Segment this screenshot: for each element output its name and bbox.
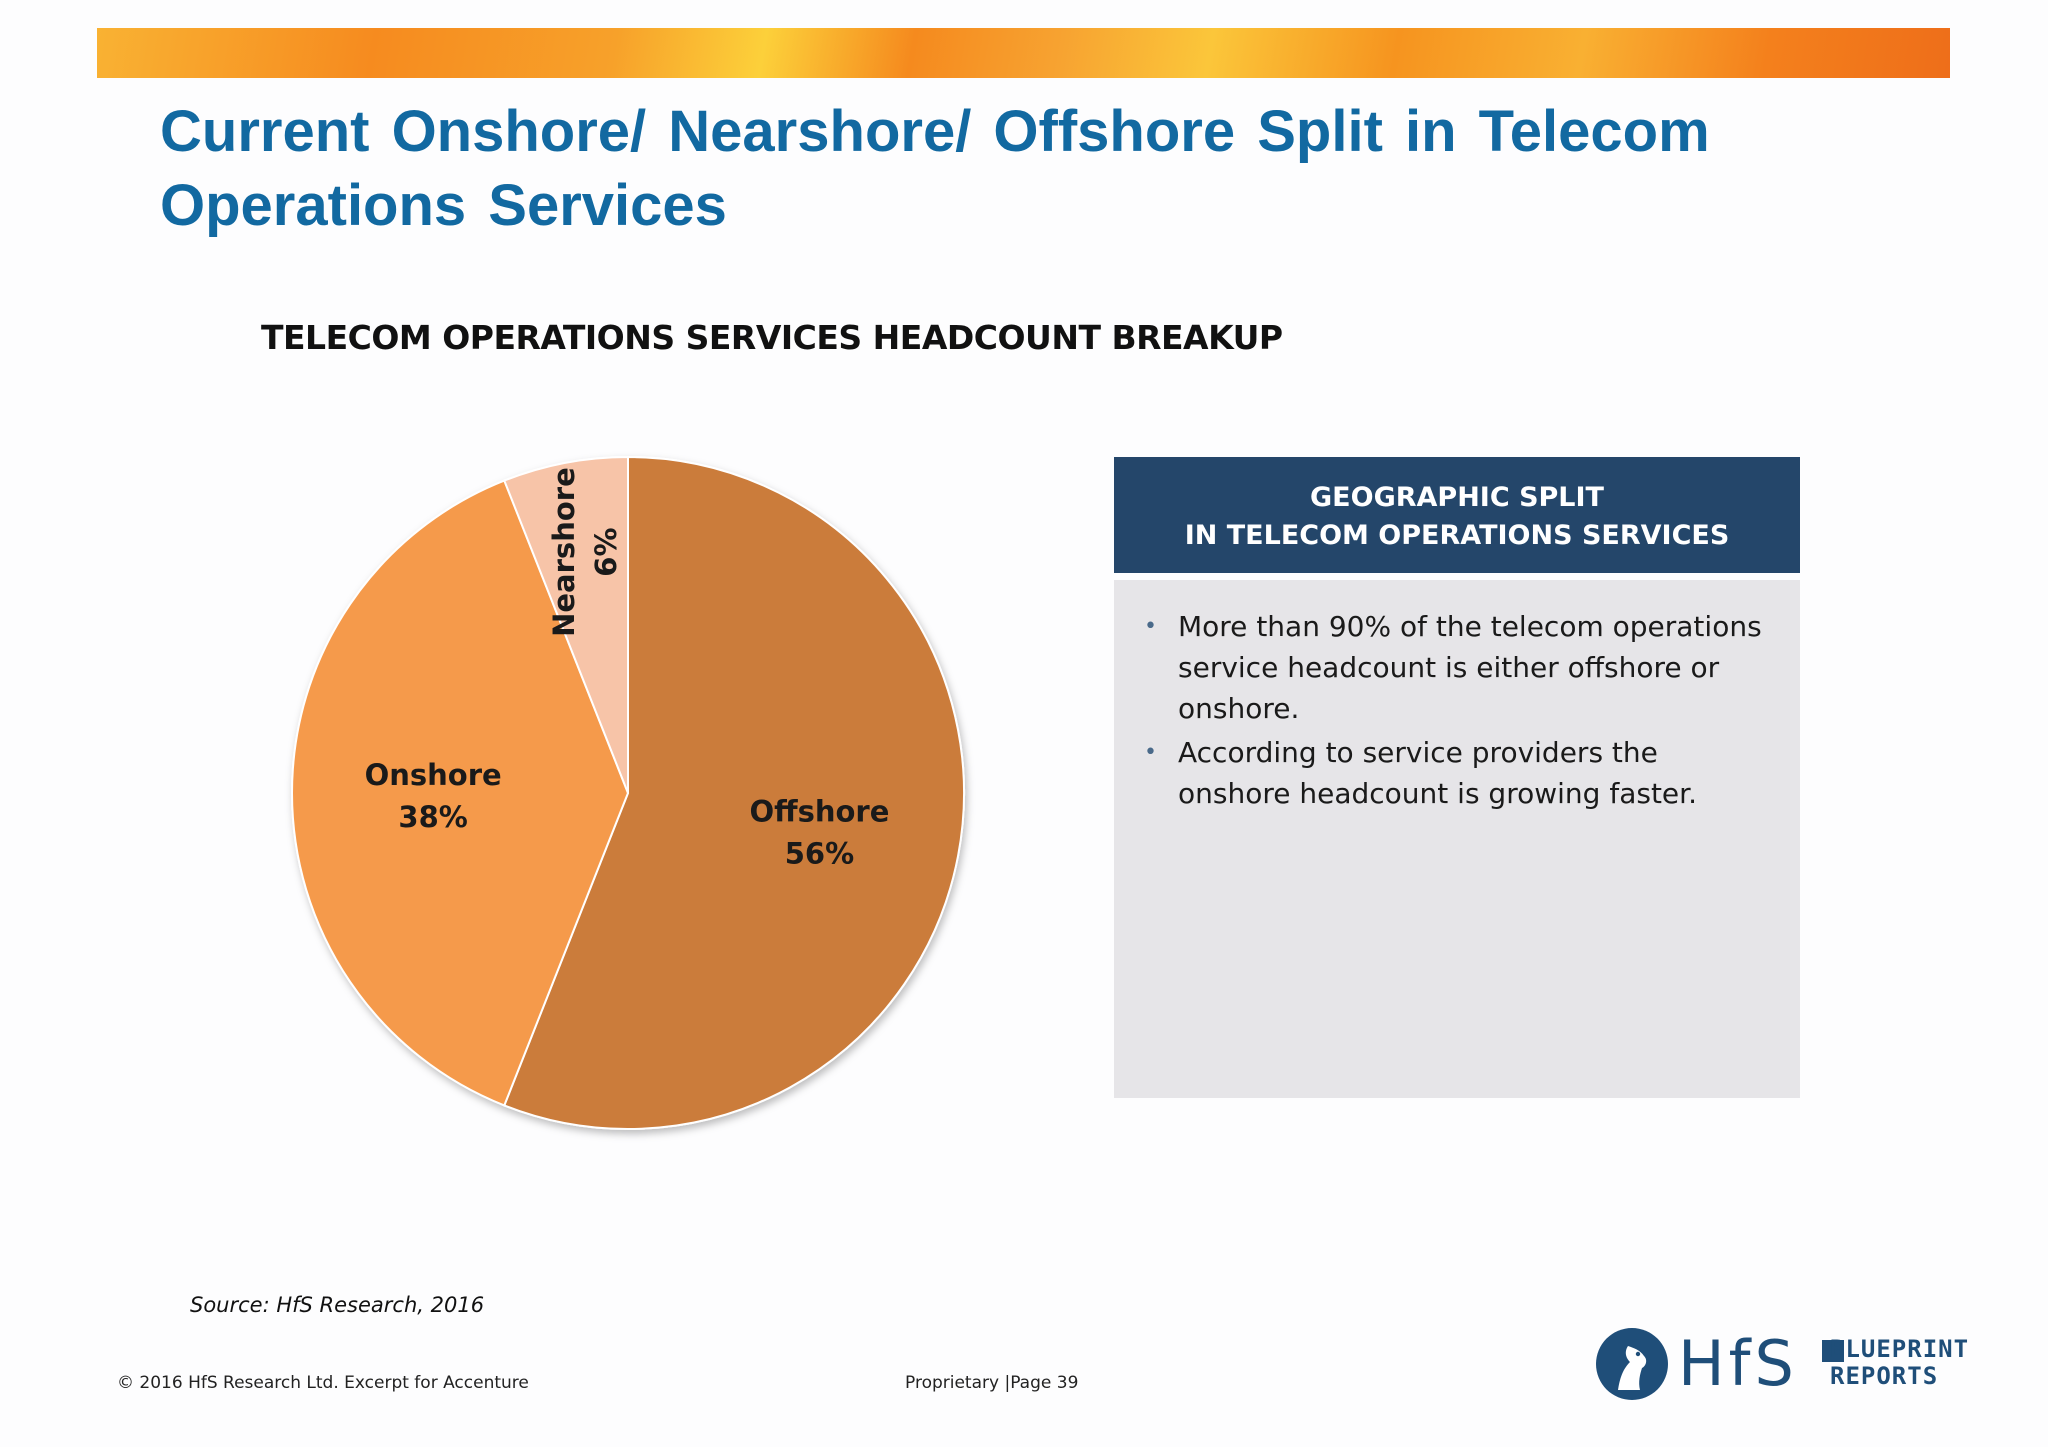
bullet-item: • According to service providers the ons… [1144,732,1770,814]
pie-slice-nearshore [503,455,629,794]
copyright-text: © 2016 HfS Research Ltd. Excerpt for Acc… [117,1373,529,1393]
info-box-body: • More than 90% of the telecom operation… [1114,580,1800,1098]
bullet-dot-icon: • [1144,740,1157,765]
info-header-line1: GEOGRAPHIC SPLIT [1310,482,1604,513]
pie-label-onshore: Onshore 38% [365,758,502,834]
bullet-text: More than 90% of the telecom operations … [1178,610,1762,725]
page-title: Current Onshore/ Nearshore/ Offshore Spl… [160,99,1710,238]
horse-head-icon [1596,1328,1668,1400]
logo-reports-text: REPORTS [1830,1362,1939,1390]
chart-heading: TELECOM OPERATIONS SERVICES HEADCOUNT BR… [261,318,1283,357]
info-box-header: GEOGRAPHIC SPLIT IN TELECOM OPERATIONS S… [1114,457,1800,573]
bullet-item: • More than 90% of the telecom operation… [1144,606,1770,729]
hfs-blueprint-logo: HfS BLUEPRINT REPORTS [1594,1326,1968,1402]
page-number: Proprietary |Page 39 [905,1373,1079,1393]
source-note: Source: HfS Research, 2016 [190,1293,485,1317]
logo-hfs-text: HfS [1678,1327,1798,1400]
info-header-line2: IN TELECOM OPERATIONS SERVICES [1184,520,1730,551]
logo-square-icon [1822,1340,1844,1362]
pie-label-offshore: Offshore 56% [749,795,889,871]
logo-blueprint-text: BLUEPRINT [1830,1335,1970,1363]
pie-label-nearshore: Nearshore 6% [547,467,623,637]
top-banner-bar [97,28,1950,78]
pie-slice-onshore [291,479,630,1107]
bullet-dot-icon: • [1144,614,1157,639]
pie-slice-offshore [503,455,966,1130]
bullet-text: According to service providers the onsho… [1178,736,1697,810]
